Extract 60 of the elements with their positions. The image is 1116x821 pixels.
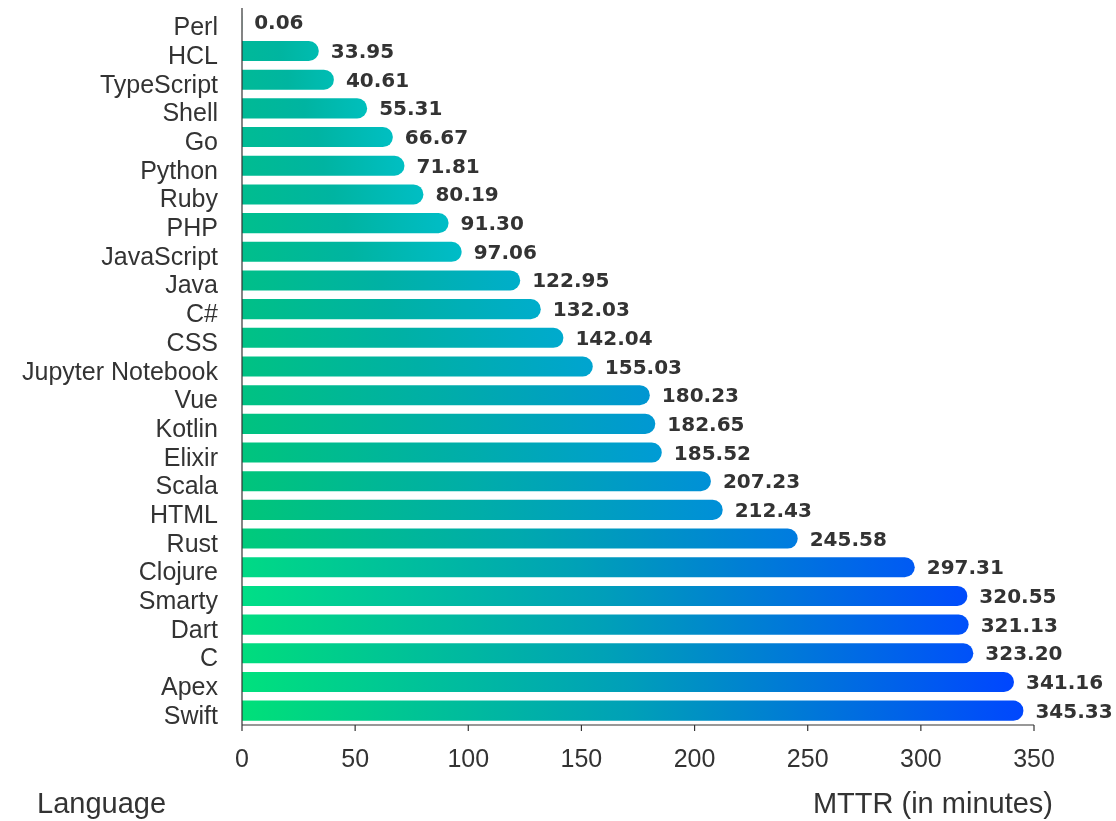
y-tick-label: HCL	[167, 41, 219, 70]
data-label: 207.23	[722, 469, 801, 494]
data-label: 345.33	[1035, 698, 1113, 723]
data-label: 132.03	[552, 297, 630, 322]
data-label: 212.43	[734, 497, 812, 522]
data-label: 182.65	[667, 411, 745, 436]
data-label: 323.20	[985, 641, 1063, 666]
x-tick-label: 100	[447, 744, 490, 772]
y-tick-label: Vue	[174, 385, 218, 414]
x-tick-label: 150	[560, 744, 603, 772]
x-tick-label: 350	[1013, 744, 1055, 772]
data-label: 55.31	[379, 96, 443, 121]
data-label: 91.30	[460, 211, 524, 236]
y-tick-label: Kotlin	[155, 413, 218, 442]
y-tick-label: C#	[186, 299, 219, 328]
x-tick-label: 300	[900, 744, 942, 772]
y-tick-label: Swift	[163, 700, 219, 729]
y-tick-label: Smarty	[138, 585, 219, 614]
y-tick-label: JavaScript	[101, 241, 219, 270]
x-tick-label: 50	[341, 744, 370, 772]
y-tick-label: Go	[184, 127, 218, 156]
x-tick-label: 0	[235, 744, 249, 772]
y-tick-label: Apex	[161, 671, 219, 700]
y-tick-label: Elixir	[163, 442, 218, 471]
data-label: 245.58	[809, 526, 887, 551]
y-tick-label: Java	[165, 270, 219, 299]
data-label: 80.19	[435, 182, 499, 207]
data-label: 0.06	[254, 10, 304, 35]
data-label: 66.67	[404, 125, 469, 150]
data-label: 185.52	[673, 440, 751, 465]
y-tick-label: Rust	[166, 528, 219, 557]
data-label: 33.95	[330, 39, 395, 64]
y-tick-label: Clojure	[138, 557, 218, 586]
y-tick-label: PHP	[166, 213, 218, 242]
data-label: 341.16	[1026, 669, 1104, 694]
y-axis-title: Language	[37, 787, 167, 819]
data-label: 155.03	[604, 354, 682, 379]
y-tick-label: Python	[140, 155, 218, 184]
data-label: 71.81	[416, 153, 480, 178]
y-tick-label: Perl	[173, 12, 218, 41]
y-tick-label: TypeScript	[99, 69, 219, 98]
data-label: 180.23	[661, 383, 740, 408]
y-tick-label: HTML	[149, 499, 219, 528]
data-label: 321.13	[980, 612, 1058, 637]
y-tick-label: C	[199, 643, 218, 672]
data-label: 97.06	[473, 239, 537, 264]
y-tick-label: Scala	[155, 471, 219, 500]
data-label: 320.55	[979, 583, 1057, 608]
y-tick-label: Dart	[170, 614, 219, 643]
data-label: 40.61	[345, 67, 410, 92]
y-tick-label: Shell	[162, 98, 218, 127]
x-axis-title: MTTR (in minutes)	[812, 787, 1053, 819]
y-tick-label: Jupyter Notebook	[22, 356, 219, 385]
x-tick-label: 200	[673, 744, 716, 772]
data-label: 297.31	[926, 555, 1004, 580]
data-label: 122.95	[532, 268, 610, 293]
y-tick-label: Ruby	[159, 184, 219, 213]
data-label: 142.04	[575, 325, 653, 350]
x-tick-label: 250	[786, 744, 829, 772]
y-tick-label: CSS	[166, 327, 218, 356]
